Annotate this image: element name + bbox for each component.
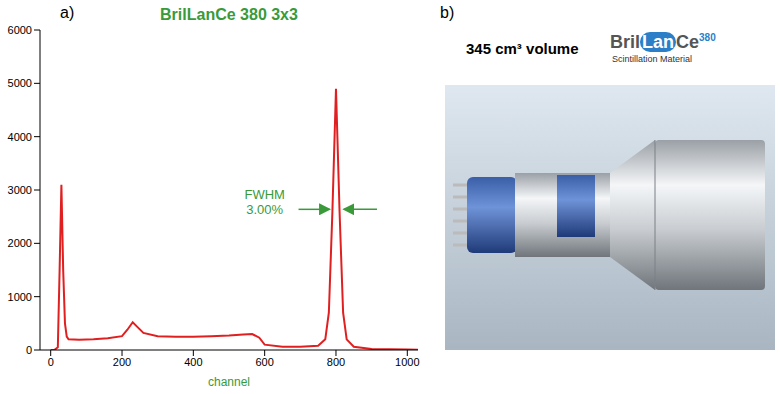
svg-text:600: 600	[255, 356, 273, 368]
html-text:BrilLanCe 380 3x3: BrilLanCe 380 3x3	[160, 6, 298, 23]
html-text:FWHM: FWHM	[244, 187, 285, 203]
html-text:345 cm³ volume: 345 cm³ volume	[466, 40, 579, 57]
svg-text:3000: 3000	[8, 184, 32, 196]
svg-text:4000: 4000	[8, 131, 32, 143]
svg-text:0: 0	[48, 356, 54, 368]
html-text:3.00%: 3.00%	[246, 202, 284, 218]
svg-text:400: 400	[184, 356, 202, 368]
svg-text:6000: 6000	[8, 24, 32, 36]
svg-text:0: 0	[26, 344, 32, 356]
html-text:b): b)	[440, 4, 455, 21]
html-text:a): a)	[60, 4, 75, 21]
svg-text:5000: 5000	[8, 77, 32, 89]
html-text:Bril Lan Ce380: Bril Lan Ce380	[610, 32, 716, 52]
svg-text:2000: 2000	[8, 237, 32, 249]
svg-text:1000: 1000	[8, 291, 32, 303]
svg-text:200: 200	[113, 356, 131, 368]
svg-text:1000: 1000	[395, 356, 419, 368]
svg-text:800: 800	[327, 356, 345, 368]
html-text:Scintillation Material: Scintillation Material	[612, 54, 692, 64]
svg-text:channel: channel	[208, 375, 250, 389]
